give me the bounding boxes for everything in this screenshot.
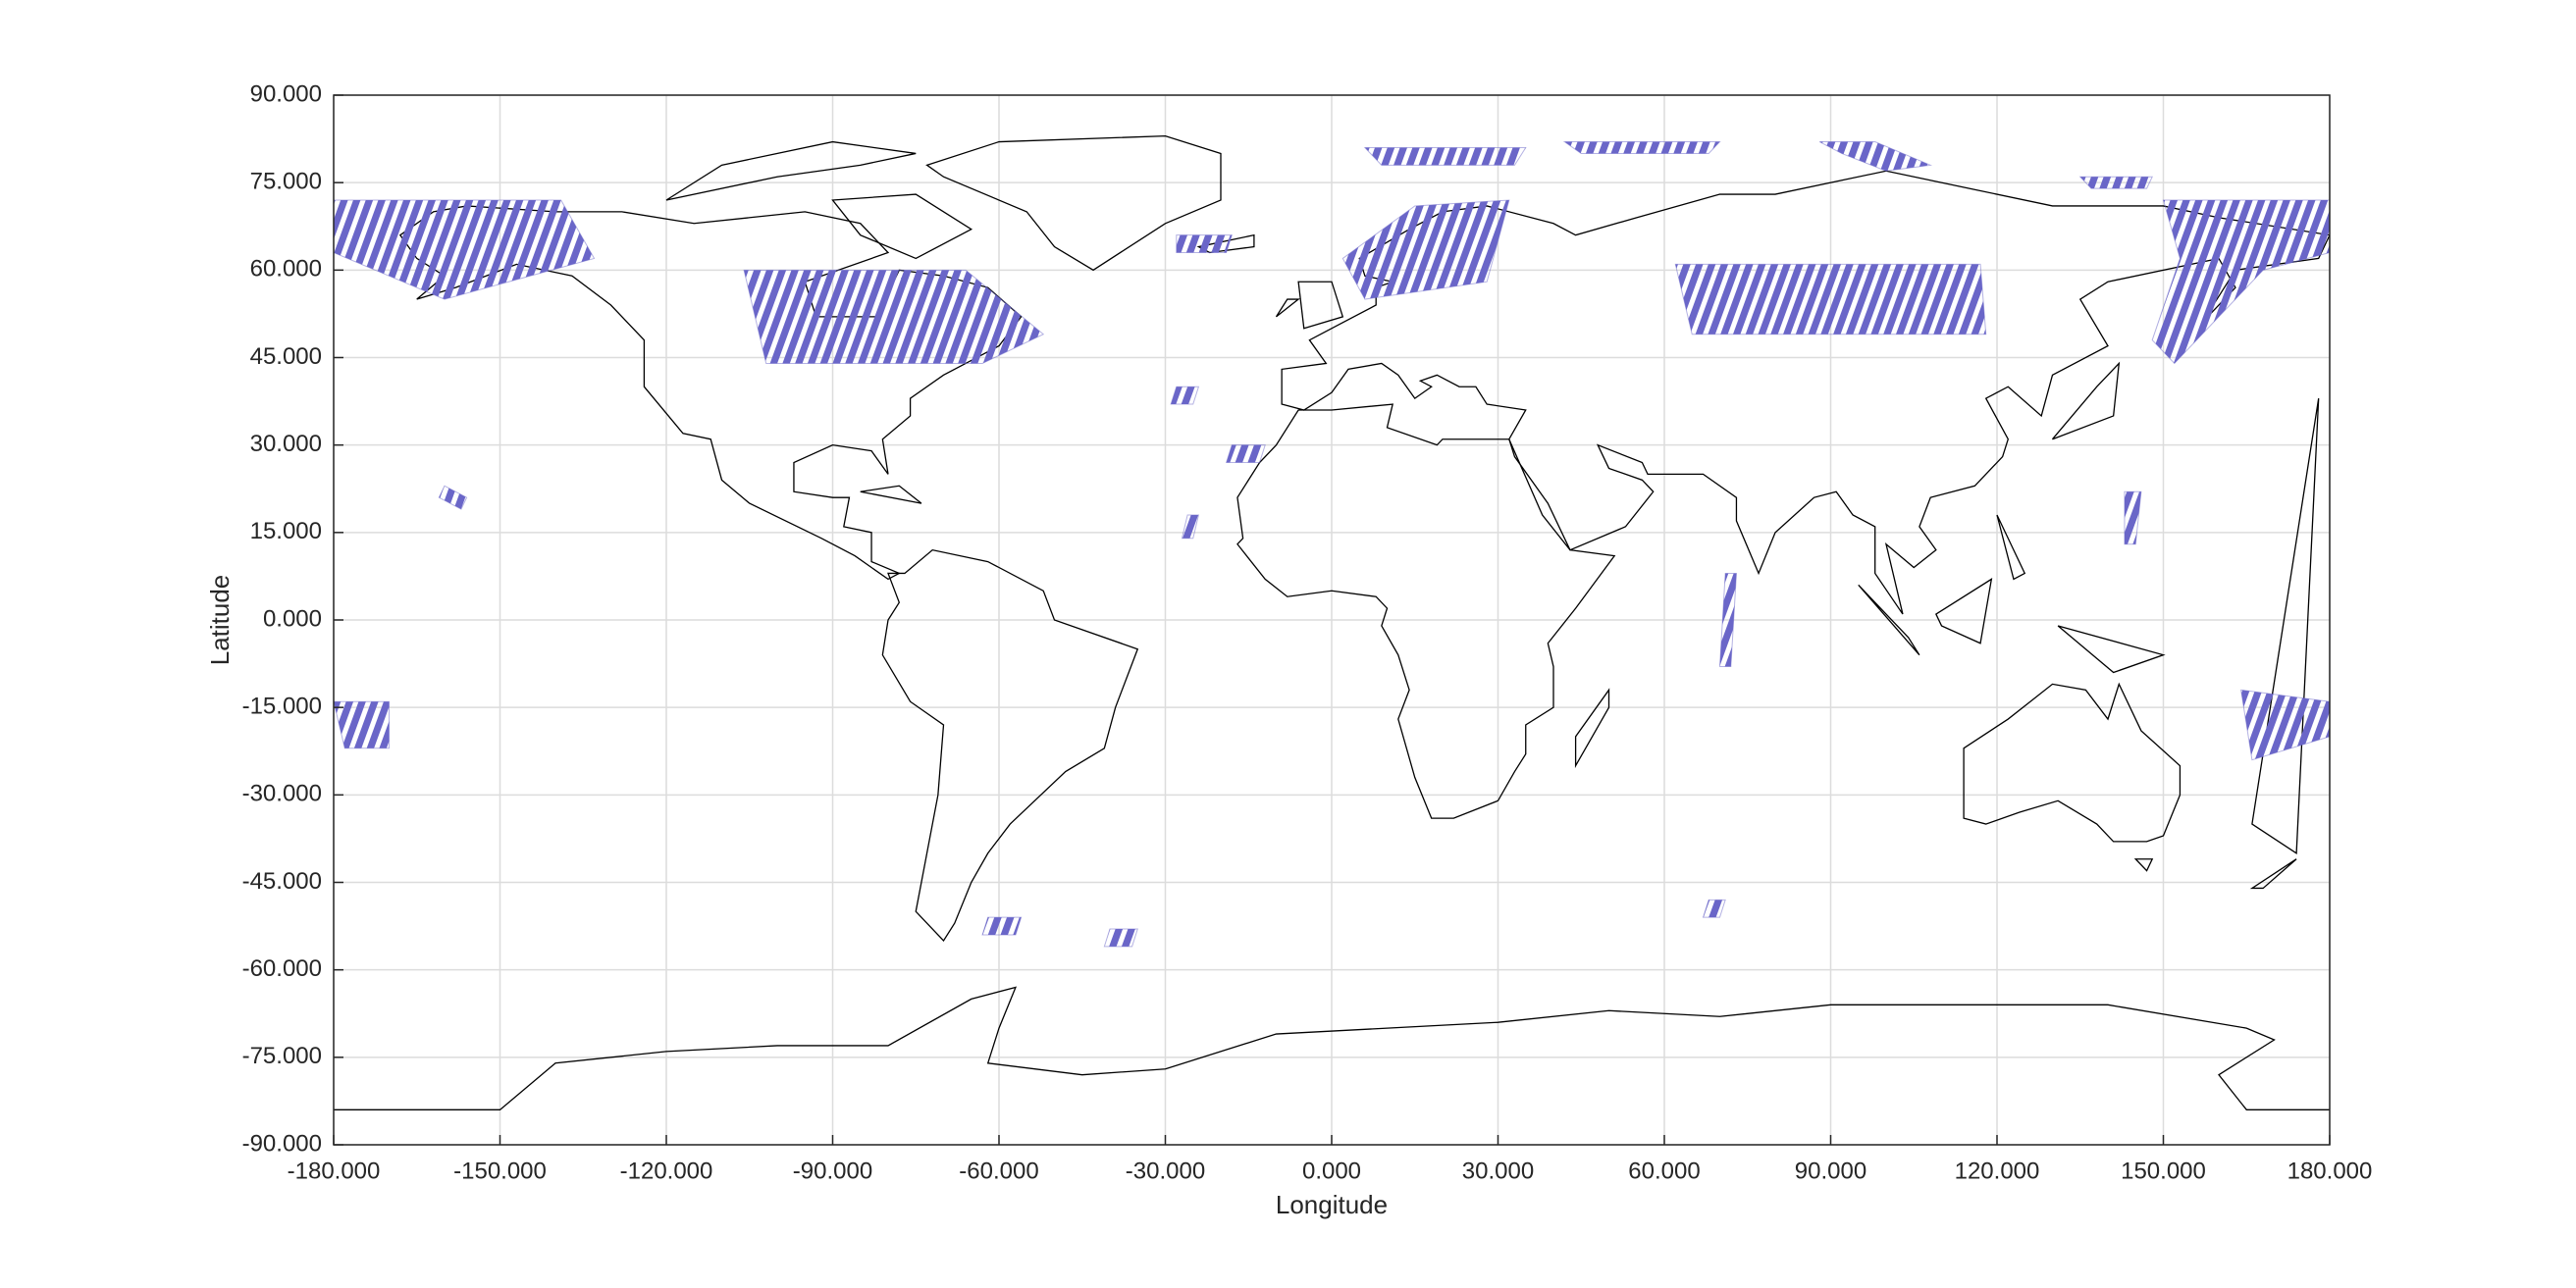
australia bbox=[1964, 684, 2180, 870]
y-tick-label: -15.000 bbox=[242, 694, 322, 720]
x-tick-label: 0.000 bbox=[1302, 1158, 1361, 1184]
x-tick-label: 150.000 bbox=[2121, 1158, 2206, 1184]
x-axis-label: Longitude bbox=[1276, 1190, 1388, 1219]
y-tick-label: 30.000 bbox=[250, 431, 322, 457]
north-america bbox=[400, 206, 1022, 579]
swath bbox=[1176, 234, 1233, 253]
y-tick-label: 0.000 bbox=[263, 605, 322, 632]
swath bbox=[438, 485, 468, 510]
x-tick-label: 120.000 bbox=[1955, 1158, 2040, 1184]
y-tick-label: -90.000 bbox=[242, 1130, 322, 1157]
x-tick-label: -30.000 bbox=[1126, 1158, 1205, 1184]
swath bbox=[2124, 490, 2142, 545]
arctic-islands bbox=[666, 142, 972, 259]
swath bbox=[1225, 444, 1266, 463]
swath bbox=[1674, 263, 1987, 335]
y-tick-label: -60.000 bbox=[242, 955, 322, 982]
y-tick-label: -30.000 bbox=[242, 781, 322, 807]
y-axis-label: Latitude bbox=[205, 575, 235, 666]
swath bbox=[1818, 141, 1933, 172]
y-tick-label: 60.000 bbox=[250, 256, 322, 283]
greenland bbox=[927, 136, 1221, 271]
y-tick-label: 45.000 bbox=[250, 343, 322, 370]
africa bbox=[1237, 404, 1614, 818]
swath bbox=[1363, 147, 1527, 166]
swath bbox=[743, 269, 1045, 364]
x-tick-label: -180.000 bbox=[288, 1158, 381, 1184]
swath bbox=[2151, 199, 2330, 365]
swath bbox=[1562, 141, 1721, 154]
coastline-layer bbox=[334, 136, 2330, 1110]
x-tick-label: -90.000 bbox=[793, 1158, 872, 1184]
ticks: -180.000 -150.000 -120.000 -90.000 -60.000 -3… bbox=[242, 80, 2373, 1184]
y-tick-label: -75.000 bbox=[242, 1043, 322, 1069]
x-tick-label: -120.000 bbox=[620, 1158, 713, 1184]
x-tick-label: -150.000 bbox=[453, 1158, 547, 1184]
eurasia bbox=[1282, 171, 2330, 614]
coastlines bbox=[334, 136, 2330, 1110]
south-america bbox=[882, 550, 1137, 941]
y-tick-label: 90.000 bbox=[250, 80, 322, 107]
x-tick-label: 180.000 bbox=[2287, 1158, 2373, 1184]
swath bbox=[1181, 514, 1200, 540]
y-tick-label: 75.000 bbox=[250, 169, 322, 195]
swath bbox=[1103, 928, 1138, 948]
islands bbox=[861, 235, 2319, 889]
swath-layer bbox=[334, 141, 2330, 948]
swath bbox=[1341, 199, 1510, 300]
y-tick-label: -45.000 bbox=[242, 868, 322, 895]
antarctica bbox=[334, 988, 2330, 1110]
swath bbox=[1718, 572, 1737, 668]
x-tick-label: -60.000 bbox=[959, 1158, 1038, 1184]
x-tick-label: 60.000 bbox=[1628, 1158, 1700, 1184]
swath bbox=[981, 916, 1023, 936]
swath bbox=[1702, 899, 1726, 918]
swath bbox=[1170, 386, 1200, 405]
swath bbox=[2078, 176, 2153, 189]
x-tick-label: 30.000 bbox=[1462, 1158, 1534, 1184]
swath bbox=[2240, 689, 2330, 761]
y-tick-label: 15.000 bbox=[250, 518, 322, 544]
swath bbox=[334, 199, 596, 300]
x-tick-label: 90.000 bbox=[1795, 1158, 1866, 1184]
swath bbox=[334, 700, 390, 749]
